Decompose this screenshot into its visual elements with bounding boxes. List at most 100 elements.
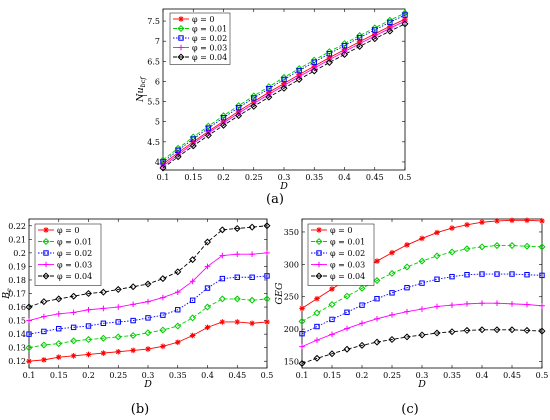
data-point <box>70 337 78 345</box>
y-axis-label: GEG <box>274 282 285 305</box>
panel-b-chart: 0.1 0.15 0.2 0.25 0.3 0.35 0.4 0.45 0.5 0.12 0.13 0… <box>1 218 274 390</box>
data-point <box>100 305 107 312</box>
data-point <box>263 295 271 303</box>
data-point <box>493 326 501 334</box>
data-point <box>372 27 378 33</box>
data-point <box>325 48 333 56</box>
data-point <box>344 309 350 315</box>
data-point <box>85 323 92 329</box>
data-point <box>175 307 181 313</box>
data-point <box>219 252 226 259</box>
x-tick-label: 0.15 <box>50 371 68 380</box>
x-tick-label: 0.3 <box>278 173 291 182</box>
data-point <box>115 319 121 325</box>
data-point <box>299 330 305 337</box>
data-point <box>493 242 501 250</box>
data-point <box>295 65 303 73</box>
legend-label: φ = 0 <box>330 226 352 235</box>
y-tick-label: 0.17 <box>8 290 26 299</box>
data-point <box>174 339 181 346</box>
data-point <box>419 235 425 242</box>
panel-c-chart: 0.1 0.15 0.2 0.25 0.3 0.35 0.4 0.45 0.5 150 200 250… <box>274 217 548 390</box>
data-point <box>99 334 107 342</box>
legend-label: φ = 0.03 <box>57 261 92 270</box>
data-point <box>204 263 211 270</box>
data-point <box>218 295 226 303</box>
data-point <box>189 142 197 150</box>
data-point <box>233 224 241 232</box>
data-point <box>509 301 515 307</box>
data-point <box>204 324 211 331</box>
data-point <box>56 326 62 332</box>
data-point <box>389 249 395 256</box>
data-point <box>99 288 107 296</box>
legend-marker <box>316 261 322 268</box>
data-point <box>263 222 271 230</box>
data-point <box>340 50 349 58</box>
data-point <box>373 338 381 346</box>
data-point <box>40 298 48 306</box>
data-point <box>359 320 365 327</box>
legend-label: φ = 0.02 <box>57 249 92 258</box>
data-point <box>25 303 33 311</box>
data-point <box>114 333 122 341</box>
data-point <box>41 357 47 363</box>
data-point <box>341 42 348 49</box>
data-point <box>463 245 471 253</box>
x-tick-label: 0.5 <box>261 371 274 380</box>
y-tick-label: 5 <box>155 118 160 127</box>
legend-marker <box>43 261 49 268</box>
data-point <box>130 347 136 354</box>
data-point <box>220 114 227 121</box>
data-point <box>298 317 306 325</box>
data-point <box>281 76 287 83</box>
data-point <box>478 326 486 334</box>
y-axis-label: Be <box>1 288 13 300</box>
y-tick-label: 6.5 <box>147 57 160 66</box>
caption-a: (a) <box>266 192 284 207</box>
data-point <box>70 353 77 359</box>
x-tick-label: 0.1 <box>23 371 36 380</box>
data-point <box>448 248 456 256</box>
data-point <box>464 301 470 307</box>
data-point <box>219 275 226 282</box>
data-point <box>401 20 409 28</box>
data-point <box>326 50 333 57</box>
legend-marker <box>178 44 184 51</box>
data-point <box>234 319 241 325</box>
y-tick-label: 200 <box>284 325 299 334</box>
x-tick-label: 0.2 <box>217 173 230 182</box>
data-point <box>249 274 255 280</box>
data-point <box>174 322 182 330</box>
data-point <box>235 102 243 110</box>
x-axis-label: D <box>279 181 288 192</box>
data-point <box>418 257 426 265</box>
data-point <box>219 121 228 129</box>
data-point <box>218 226 226 234</box>
data-point <box>248 296 256 304</box>
x-tick-label: 0.4 <box>476 371 489 380</box>
legend-label: φ = 0 <box>57 226 79 235</box>
data-point <box>70 309 77 316</box>
data-point <box>404 242 410 248</box>
data-point <box>70 324 77 331</box>
legend-label: φ = 0.03 <box>330 261 365 270</box>
data-point <box>478 243 486 251</box>
data-point <box>524 217 530 224</box>
data-point <box>159 326 167 334</box>
data-point <box>374 258 380 264</box>
data-point <box>463 326 471 334</box>
data-point <box>299 343 305 350</box>
legend-label: φ = 0.01 <box>192 25 227 34</box>
data-point <box>115 348 122 355</box>
y-tick-label: 0.15 <box>8 317 26 326</box>
data-point <box>85 351 92 358</box>
data-point <box>508 326 516 334</box>
data-point <box>539 218 545 224</box>
data-point <box>174 268 182 276</box>
data-point <box>356 42 364 50</box>
data-point <box>130 301 136 308</box>
data-point <box>159 156 167 164</box>
data-point <box>84 336 93 344</box>
data-point <box>524 272 530 278</box>
